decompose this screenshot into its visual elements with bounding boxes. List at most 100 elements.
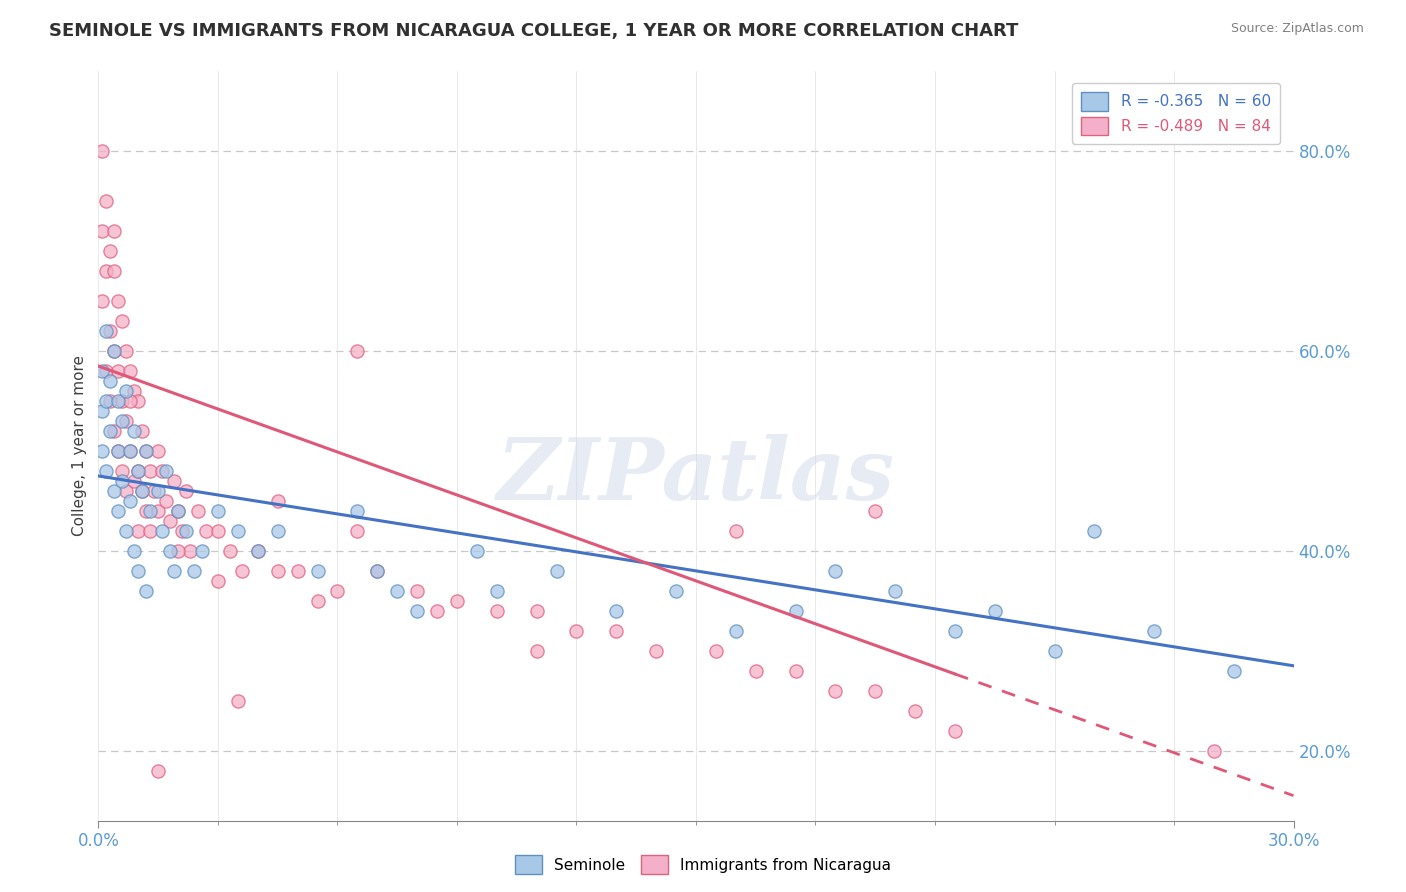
Point xyxy=(103,224,125,238)
Point xyxy=(120,394,142,409)
Point xyxy=(163,474,186,488)
Point xyxy=(103,483,125,498)
Point xyxy=(366,564,388,578)
Point xyxy=(187,504,209,518)
Point xyxy=(91,145,114,159)
Point xyxy=(127,564,149,578)
Point xyxy=(183,564,205,578)
Point xyxy=(446,594,468,608)
Point xyxy=(96,394,118,409)
Point xyxy=(943,723,966,738)
Point xyxy=(465,544,488,558)
Point xyxy=(91,404,114,418)
Point xyxy=(385,583,409,598)
Point xyxy=(124,384,146,398)
Point xyxy=(103,264,125,278)
Point xyxy=(111,464,134,478)
Point xyxy=(135,444,157,458)
Point xyxy=(1083,524,1105,538)
Point xyxy=(148,504,170,518)
Point xyxy=(174,524,197,538)
Point xyxy=(98,374,122,388)
Point xyxy=(226,694,249,708)
Point xyxy=(366,564,388,578)
Point xyxy=(111,474,134,488)
Point xyxy=(179,544,201,558)
Point xyxy=(1043,644,1066,658)
Point xyxy=(91,364,114,378)
Point xyxy=(111,314,134,328)
Point xyxy=(124,544,146,558)
Legend: Seminole, Immigrants from Nicaragua: Seminole, Immigrants from Nicaragua xyxy=(509,849,897,880)
Point xyxy=(131,483,153,498)
Point xyxy=(155,494,177,508)
Point xyxy=(127,464,149,478)
Point xyxy=(226,524,249,538)
Point xyxy=(267,524,290,538)
Point xyxy=(865,504,887,518)
Point xyxy=(785,604,807,618)
Text: ZIPatlas: ZIPatlas xyxy=(496,434,896,517)
Point xyxy=(167,544,190,558)
Point xyxy=(103,424,125,438)
Point xyxy=(127,394,149,409)
Point xyxy=(865,683,887,698)
Point xyxy=(115,344,138,359)
Point xyxy=(1202,744,1225,758)
Point xyxy=(207,524,229,538)
Point xyxy=(135,444,157,458)
Point xyxy=(704,644,727,658)
Point xyxy=(148,764,170,778)
Point xyxy=(406,583,429,598)
Point xyxy=(120,444,142,458)
Point xyxy=(98,394,122,409)
Point xyxy=(824,683,846,698)
Point xyxy=(107,364,129,378)
Point xyxy=(267,494,290,508)
Point xyxy=(124,474,146,488)
Point xyxy=(984,604,1007,618)
Point xyxy=(131,424,153,438)
Point xyxy=(96,324,118,338)
Point xyxy=(103,344,125,359)
Point xyxy=(148,444,170,458)
Point xyxy=(155,464,177,478)
Point xyxy=(326,583,349,598)
Point xyxy=(150,524,173,538)
Point xyxy=(96,194,118,209)
Point xyxy=(346,504,368,518)
Point xyxy=(1223,664,1246,678)
Point xyxy=(96,464,118,478)
Point xyxy=(124,424,146,438)
Point xyxy=(107,444,129,458)
Point xyxy=(426,604,449,618)
Point xyxy=(159,544,181,558)
Point xyxy=(485,583,508,598)
Point xyxy=(91,294,114,309)
Point xyxy=(139,464,162,478)
Point xyxy=(207,504,229,518)
Point xyxy=(665,583,688,598)
Point xyxy=(115,384,138,398)
Point xyxy=(135,504,157,518)
Point xyxy=(98,324,122,338)
Point xyxy=(904,704,927,718)
Text: Source: ZipAtlas.com: Source: ZipAtlas.com xyxy=(1230,22,1364,36)
Point xyxy=(246,544,269,558)
Point xyxy=(174,483,197,498)
Point xyxy=(120,364,142,378)
Point xyxy=(167,504,190,518)
Point xyxy=(163,564,186,578)
Point xyxy=(172,524,194,538)
Point xyxy=(120,494,142,508)
Point xyxy=(107,504,129,518)
Point xyxy=(785,664,807,678)
Point xyxy=(724,524,747,538)
Point xyxy=(135,583,157,598)
Point xyxy=(107,394,129,409)
Point xyxy=(96,364,118,378)
Point xyxy=(111,414,134,428)
Point xyxy=(96,264,118,278)
Point xyxy=(346,344,368,359)
Y-axis label: College, 1 year or more: College, 1 year or more xyxy=(72,356,87,536)
